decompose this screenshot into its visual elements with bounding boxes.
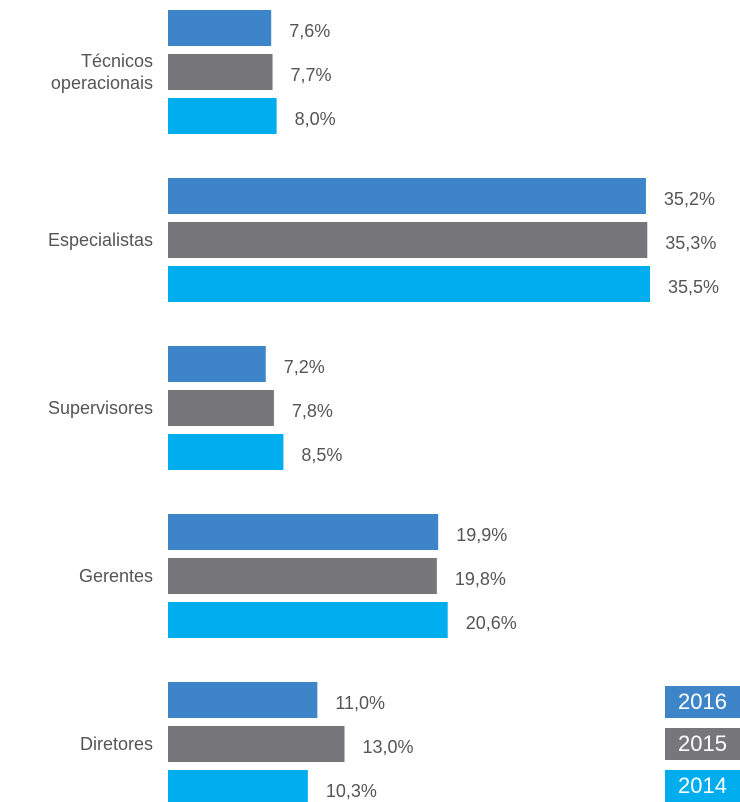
legend-entry: 2016 xyxy=(665,686,740,718)
bar xyxy=(168,770,308,802)
bar xyxy=(168,682,318,718)
bar xyxy=(168,726,345,762)
legend-entry: 2015 xyxy=(665,728,740,760)
value-label: 7,6% xyxy=(289,21,330,41)
value-label: 8,5% xyxy=(301,445,342,465)
bar xyxy=(168,558,437,594)
category-label: Técnicos operacionais xyxy=(50,51,153,93)
bar xyxy=(168,54,273,90)
bar xyxy=(168,346,266,382)
category-label: Gerentes xyxy=(78,566,153,586)
value-label: 10,3% xyxy=(326,781,377,801)
value-label: 8,0% xyxy=(295,109,336,129)
value-label: 35,3% xyxy=(665,233,716,253)
value-label: 35,2% xyxy=(664,189,715,209)
bar xyxy=(168,10,272,46)
value-label: 13,0% xyxy=(363,737,414,757)
bar xyxy=(168,266,650,302)
bar xyxy=(168,602,448,638)
bar xyxy=(168,390,274,426)
value-label: 7,2% xyxy=(284,357,325,377)
legend-entry: 2014 xyxy=(665,770,740,802)
value-label: 19,8% xyxy=(455,569,506,589)
category-label: Diretores xyxy=(79,734,153,754)
bar xyxy=(168,178,646,214)
value-label: 20,6% xyxy=(466,613,517,633)
category-label: Especialistas xyxy=(47,230,153,250)
bar xyxy=(168,98,277,134)
value-label: 11,0% xyxy=(335,693,385,713)
value-label: 7,7% xyxy=(291,65,332,85)
category-label: Supervisores xyxy=(47,398,153,418)
value-label: 35,5% xyxy=(668,277,719,297)
bar xyxy=(168,222,648,258)
value-label: 19,9% xyxy=(456,525,507,545)
bar xyxy=(168,434,284,470)
bar xyxy=(168,514,439,550)
value-label: 7,8% xyxy=(292,401,333,421)
